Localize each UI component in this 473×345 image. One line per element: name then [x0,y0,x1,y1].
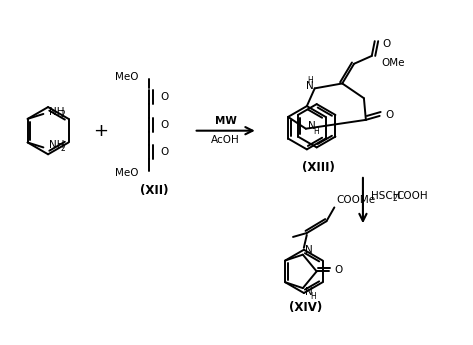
Text: (XIII): (XIII) [302,160,335,174]
Text: O: O [385,110,394,120]
Text: 2: 2 [60,144,65,153]
Text: COOMe: COOMe [336,195,376,205]
Text: O: O [160,147,168,157]
Text: H: H [311,293,316,302]
Text: H: H [314,127,319,136]
Text: +: + [93,122,108,140]
Text: MeO: MeO [115,71,139,81]
Text: MW: MW [215,116,236,126]
Text: 2: 2 [60,110,65,119]
Text: N: N [308,121,315,131]
Text: 2: 2 [393,194,397,203]
Text: (XII): (XII) [140,184,168,197]
Text: HSCH: HSCH [371,191,400,201]
Text: AcOH: AcOH [211,135,240,145]
Text: H: H [307,76,313,85]
Text: NH: NH [49,107,65,117]
Text: NH: NH [49,140,65,150]
Text: O: O [334,265,342,275]
Text: N: N [305,245,313,255]
Text: MeO: MeO [115,168,139,178]
Text: O: O [160,92,168,102]
Text: O: O [160,120,168,130]
Text: (XIV): (XIV) [289,301,323,314]
Text: O: O [383,39,391,49]
Text: N: N [306,81,314,91]
Text: COOH: COOH [396,191,428,201]
Text: N: N [305,287,313,297]
Text: OMe: OMe [382,58,405,68]
